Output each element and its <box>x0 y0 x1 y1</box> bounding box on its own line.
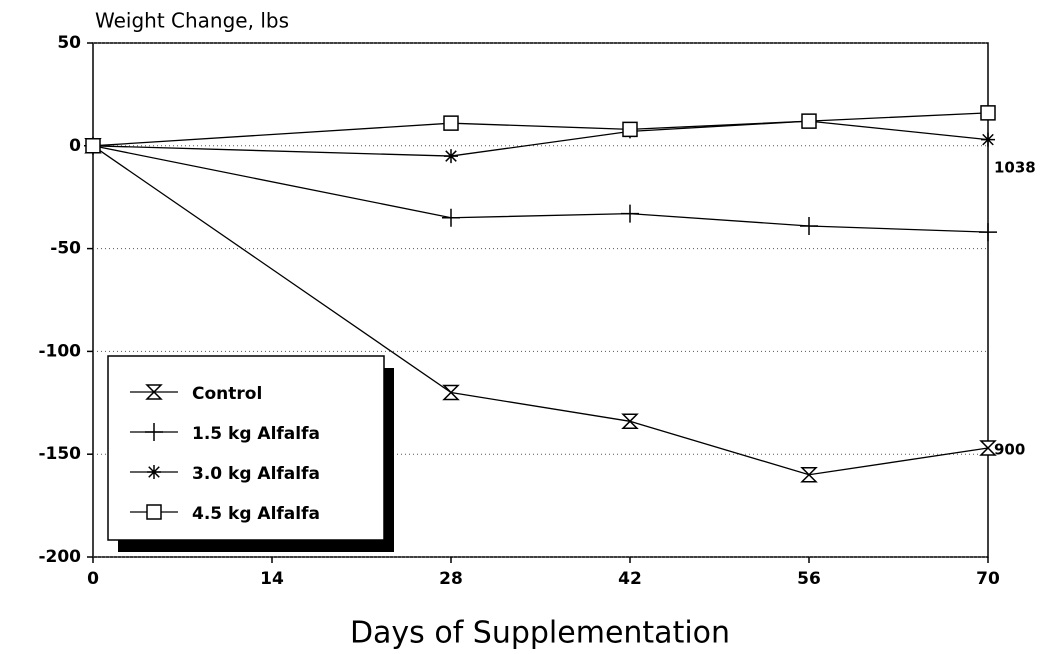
marker <box>980 105 996 121</box>
marker <box>442 208 460 227</box>
legend-label: 1.5 kg Alfalfa <box>192 424 320 444</box>
x-tick-label: 42 <box>618 569 642 589</box>
marker <box>442 384 460 401</box>
y-tick-label: -50 <box>50 239 81 259</box>
marker <box>800 467 818 483</box>
legend-marker <box>145 423 163 441</box>
y-tick-label: -100 <box>38 341 81 361</box>
x-axis-label: Days of Supplementation <box>350 616 730 651</box>
x-tick-label: 0 <box>87 569 99 589</box>
y-tick-label: -200 <box>38 547 81 567</box>
marker <box>622 121 638 138</box>
x-tick-label: 70 <box>976 569 1000 589</box>
annotation: 1038 <box>994 159 1036 177</box>
x-tick-label: 28 <box>439 569 463 589</box>
x-tick-label: 14 <box>260 569 284 589</box>
marker <box>801 113 817 129</box>
marker <box>85 138 101 154</box>
x-tick-label: 56 <box>797 569 821 589</box>
annotation: 900 <box>994 440 1025 458</box>
legend-label: 3.0 kg Alfalfa <box>192 464 320 484</box>
y-tick-label: 0 <box>69 136 81 156</box>
marker <box>443 115 459 131</box>
legend-marker <box>147 465 161 479</box>
marker <box>979 440 997 456</box>
y-tick-label: 50 <box>57 33 81 53</box>
legend-marker <box>146 504 162 520</box>
marker <box>979 223 997 242</box>
marker <box>621 204 639 223</box>
marker <box>444 149 458 164</box>
legend-label: 4.5 kg Alfalfa <box>192 504 320 524</box>
marker <box>800 216 818 235</box>
y-tick-label: -150 <box>38 444 81 464</box>
legend-marker <box>145 384 163 400</box>
marker <box>981 132 995 147</box>
series-line <box>92 112 989 147</box>
y-axis-label: Weight Change, lbs <box>95 9 289 33</box>
legend-label: Control <box>192 384 262 404</box>
series-line <box>92 145 989 233</box>
plot-frame <box>92 42 989 558</box>
marker <box>621 413 639 430</box>
